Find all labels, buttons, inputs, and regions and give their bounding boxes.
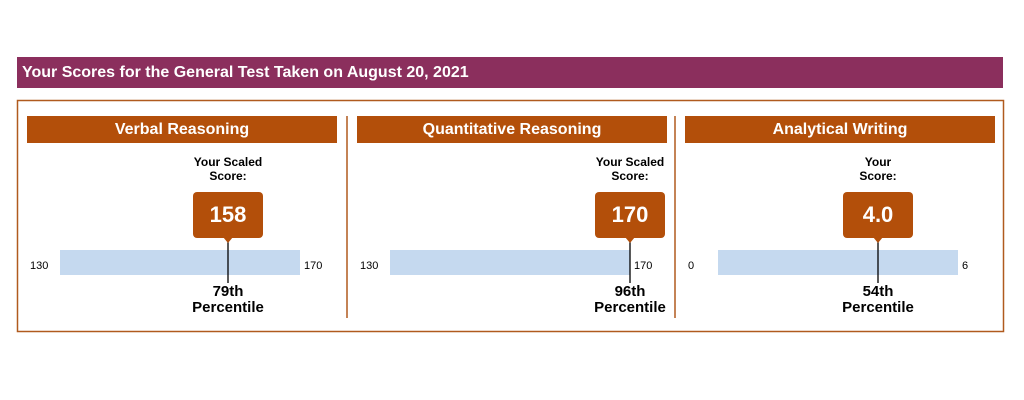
scale-max: 170 xyxy=(304,260,322,272)
section-title: Analytical Writing xyxy=(773,121,908,138)
percentile: 79th xyxy=(213,283,244,300)
score-caption: Your Scaled xyxy=(596,155,664,169)
score-value: 170 xyxy=(612,202,649,227)
section-title-bar xyxy=(357,116,667,143)
section-title-bar xyxy=(685,116,995,143)
score-box xyxy=(193,192,263,238)
scale-min: 0 xyxy=(688,260,694,272)
score-pointer xyxy=(625,237,635,243)
scale-bar xyxy=(390,250,630,275)
score-box xyxy=(595,192,665,238)
score-pointer xyxy=(873,237,883,243)
score-value: 4.0 xyxy=(863,202,894,227)
section-title: Verbal Reasoning xyxy=(115,121,249,138)
section-title: Quantitative Reasoning xyxy=(423,121,602,138)
score-caption: Score: xyxy=(611,169,648,183)
score-box xyxy=(843,192,913,238)
percentile-caption: Percentile xyxy=(842,299,914,316)
scale-min: 130 xyxy=(360,260,378,272)
scale-min: 130 xyxy=(30,260,48,272)
scale-max: 6 xyxy=(962,260,968,272)
score-pointer xyxy=(223,237,233,243)
scale-max: 170 xyxy=(634,260,652,272)
score-caption: Your xyxy=(865,155,892,169)
panel-frame xyxy=(16,99,1005,333)
header-title: Your Scores for the General Test Taken o… xyxy=(22,64,469,81)
scale-bar xyxy=(60,250,300,275)
scale-bar xyxy=(718,250,958,275)
section-title-bar xyxy=(27,116,337,143)
percentile-caption: Percentile xyxy=(192,299,264,316)
percentile: 96th xyxy=(615,283,646,300)
header-bar xyxy=(17,57,1003,88)
score-value: 158 xyxy=(210,202,247,227)
percentile: 54th xyxy=(863,283,894,300)
score-caption: Score: xyxy=(209,169,246,183)
score-caption: Score: xyxy=(859,169,896,183)
score-caption: Your Scaled xyxy=(194,155,262,169)
percentile-caption: Percentile xyxy=(594,299,666,316)
